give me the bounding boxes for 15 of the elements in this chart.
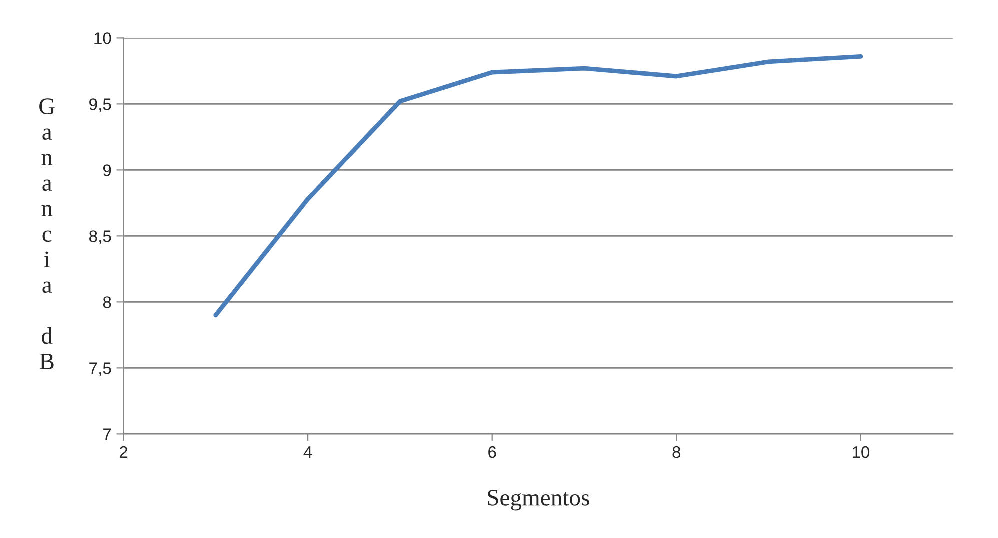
y-tick-label: 7 — [104, 428, 112, 440]
x-tick-label: 2 — [120, 446, 128, 458]
x-tick-label: 4 — [304, 446, 312, 458]
y-tick-label: 9 — [103, 164, 112, 176]
y-tick-label: 8,5 — [90, 230, 112, 244]
y-tick-label: 8 — [103, 296, 112, 308]
x-tick-label: 10 — [852, 446, 870, 458]
y-tick-label: 7,5 — [90, 362, 112, 376]
x-tick-label: 8 — [672, 446, 681, 458]
text: Ganancia dB — [40, 98, 55, 370]
y-tick-label: 9,5 — [90, 98, 112, 112]
x-axis-title: Segmentos — [488, 490, 590, 511]
x-tick-label: 6 — [488, 446, 496, 458]
line-series — [214, 54, 864, 318]
y-tick-label: 10 — [94, 32, 112, 44]
